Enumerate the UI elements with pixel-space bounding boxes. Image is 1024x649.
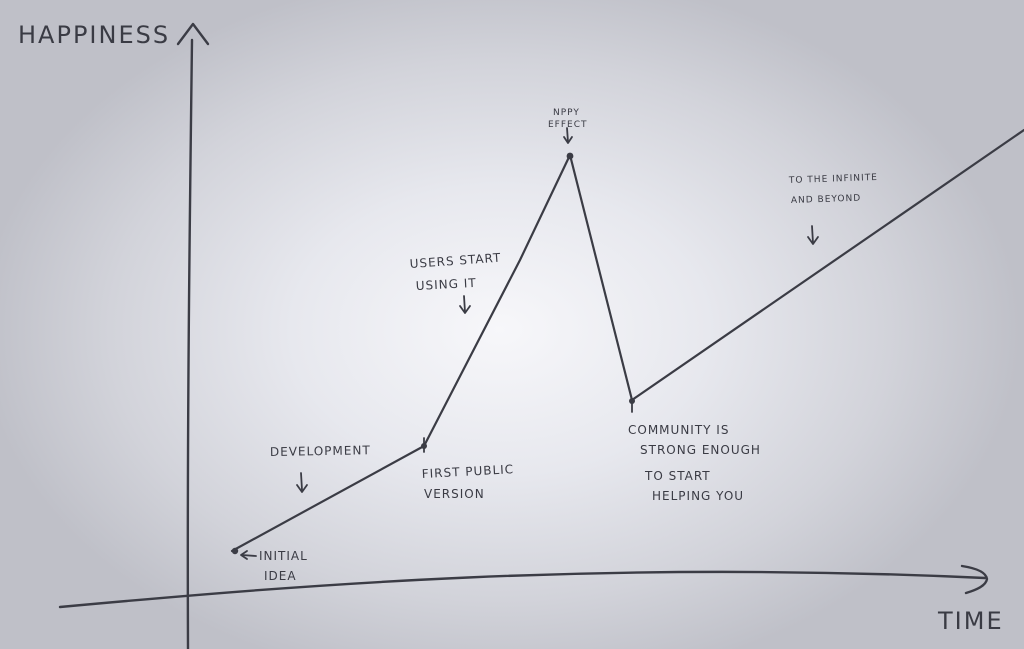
infinity-label-line1: TO THE INFINITE <box>788 173 878 186</box>
community-label-line1: COMMUNITY IS <box>628 423 729 437</box>
community-label-line2: STRONG ENOUGH <box>640 443 761 457</box>
initial-idea-label-line2: IDEA <box>264 569 297 583</box>
infinity-arrow-icon <box>811 225 814 244</box>
development-arrow-icon <box>300 472 303 491</box>
users-start-label-line1: USERS START <box>409 251 502 271</box>
initial-idea-label-line1: INITIAL <box>259 549 308 563</box>
x-axis-title: TIME <box>937 607 1004 635</box>
happiness-curve <box>230 128 1024 553</box>
users-start-label-line2: USING IT <box>415 276 477 293</box>
x-axis-line <box>58 570 987 609</box>
initial-idea-arrow-icon <box>241 554 257 557</box>
peak-arrowhead-icon <box>563 136 573 144</box>
initial-idea-point <box>231 547 239 555</box>
infinity-arrowhead-icon <box>807 236 819 245</box>
community-label-line4: HELPING YOU <box>652 489 744 503</box>
first-version-label-line2: VERSION <box>424 487 485 501</box>
peak-arrow-icon <box>566 127 569 143</box>
y-axis-line <box>186 38 194 649</box>
peak-point <box>566 152 574 160</box>
users-arrow-icon <box>463 295 466 313</box>
initial-idea-arrowhead-icon <box>240 550 248 560</box>
users-arrowhead-icon <box>459 305 471 314</box>
development-label: DEVELOPMENT <box>270 443 371 459</box>
development-arrowhead-icon <box>296 484 308 493</box>
x-axis-arrow-icon <box>960 564 989 595</box>
infinity-label-line2: AND BEYOND <box>791 194 862 206</box>
y-axis-title: HAPPINESS <box>18 21 170 49</box>
community-label-line3: TO START <box>644 469 711 483</box>
peak-label-line2: EFFECT <box>548 120 588 130</box>
peak-label-line1: NPPY <box>553 108 580 118</box>
y-axis-arrow-icon <box>176 22 210 46</box>
first-version-label-line1: FIRST PUBLIC <box>421 462 514 481</box>
